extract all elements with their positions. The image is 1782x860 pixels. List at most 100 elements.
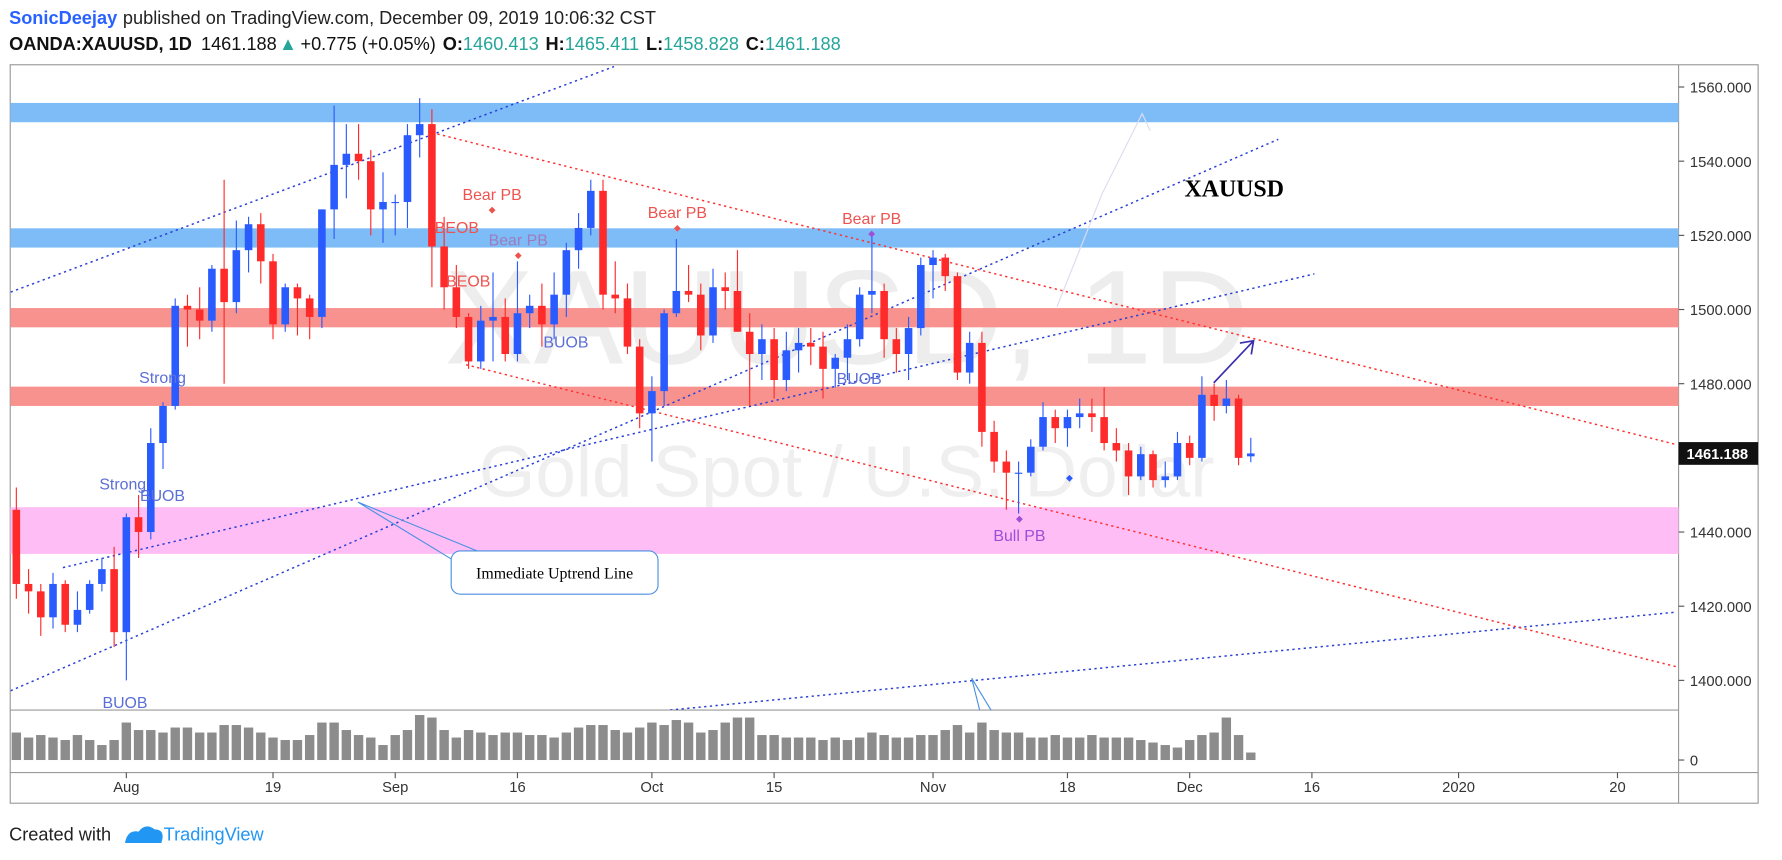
candle-body — [379, 201, 387, 210]
volume-bar — [463, 730, 474, 761]
candle-body — [978, 342, 986, 432]
annotation: Strong — [139, 370, 186, 387]
volume-bar — [622, 732, 633, 761]
volume-bar — [292, 740, 303, 761]
volume-bar — [781, 737, 792, 761]
x-tick-label: 16 — [1304, 780, 1320, 796]
candle-body — [428, 124, 436, 247]
annotation: BUOB — [102, 695, 147, 712]
ohlc-label: H: — [546, 34, 565, 54]
volume-bar — [243, 727, 254, 761]
candle-body — [697, 294, 705, 336]
annotation: Bear PB — [648, 205, 707, 222]
volume-bar — [854, 737, 865, 761]
candle-body — [1234, 398, 1243, 458]
volume-bar — [133, 730, 144, 761]
candle-body — [733, 290, 742, 332]
zone — [10, 228, 1679, 248]
candle-body — [525, 305, 534, 314]
volume-bar — [512, 732, 523, 761]
volume-bar — [256, 732, 266, 761]
x-tick-label: Nov — [920, 780, 947, 796]
candle-body — [880, 290, 888, 340]
volume-bar — [549, 737, 559, 761]
volume-bar — [317, 722, 327, 761]
price-badge-label: 1461.188 — [1687, 447, 1749, 463]
volume-bar — [1197, 735, 1207, 761]
candle-body — [1027, 446, 1035, 473]
volume-bar — [84, 740, 95, 761]
volume-bar — [1111, 737, 1122, 761]
candle-body — [110, 569, 118, 633]
candle-body — [965, 342, 974, 373]
trend-lines — [10, 65, 1677, 711]
annotation: Bull PB — [993, 528, 1045, 545]
volume-bar — [207, 732, 217, 761]
annotation: BEOB — [435, 220, 479, 237]
zone — [10, 308, 1679, 328]
volume-bar — [1221, 717, 1232, 761]
candle-body — [330, 164, 338, 210]
watermark-subtitle: Gold Spot / U.S. Dollar — [479, 431, 1215, 512]
candle-body — [366, 161, 375, 210]
candle-body — [758, 339, 766, 355]
volume-bar — [170, 727, 180, 761]
candles — [12, 98, 1255, 681]
trend-line — [431, 131, 1677, 446]
volume-bar — [231, 725, 242, 761]
footer-text: Created with — [9, 825, 111, 845]
volume-bar — [610, 730, 620, 761]
x-tick-label: 19 — [265, 780, 281, 796]
y-tick-label: 1520.000 — [1690, 229, 1752, 245]
candle-body — [1075, 413, 1084, 418]
candle-body — [477, 320, 485, 362]
candle-body — [122, 517, 131, 633]
candle-body — [134, 517, 143, 533]
volume-bar — [121, 722, 132, 761]
candle-body — [550, 294, 558, 325]
volume-bar — [414, 715, 425, 761]
volume-bar — [268, 737, 278, 761]
volume-bar — [818, 740, 828, 761]
volume-bar — [1246, 752, 1256, 761]
published: published on TradingView.com, December 0… — [123, 8, 656, 28]
x-tick-label: Aug — [113, 780, 139, 796]
candle-body — [868, 290, 876, 295]
volume-bar — [842, 740, 853, 761]
symbol: OANDA:XAUUSD, 1D — [9, 34, 192, 54]
volume-bar — [732, 717, 743, 761]
candle-body — [1149, 454, 1157, 481]
footer-brand[interactable]: TradingView — [164, 825, 265, 845]
candle-body — [452, 287, 461, 317]
candle-body — [159, 405, 167, 444]
candle-body — [391, 201, 400, 204]
header-ohlc: OANDA:XAUUSD, 1D 1461.188 ▲ +0.775 (+0.05%)… — [9, 34, 841, 54]
candle-body — [1002, 461, 1011, 473]
candle-body — [574, 227, 583, 251]
volume-bar — [1160, 745, 1170, 761]
candle-body — [73, 609, 82, 625]
candle-body — [684, 290, 693, 295]
x-tick-label: Sep — [382, 780, 408, 796]
ohlc-value: 1461.188 — [765, 34, 841, 54]
candle-body — [843, 339, 852, 358]
publisher: SonicDeejay — [9, 8, 118, 28]
candle-body — [1210, 394, 1218, 406]
volume-bar — [427, 717, 437, 761]
change: +0.775 (+0.05%) — [300, 34, 435, 54]
y-tick-label: 1540.000 — [1690, 155, 1752, 171]
candle-body — [855, 294, 864, 340]
candle-body — [318, 209, 326, 317]
volume-bar — [1099, 737, 1109, 761]
candle-body — [1137, 454, 1145, 477]
annotation: BUOB — [543, 335, 588, 352]
candle-body — [782, 350, 791, 380]
y-tick-label: 1480.000 — [1690, 377, 1752, 393]
volume-bar — [573, 727, 584, 761]
volume-bar — [1062, 737, 1073, 761]
volume-bar — [97, 745, 107, 761]
volume-bar — [659, 725, 669, 761]
candle-body — [770, 339, 778, 380]
volume-bar — [1013, 732, 1024, 761]
